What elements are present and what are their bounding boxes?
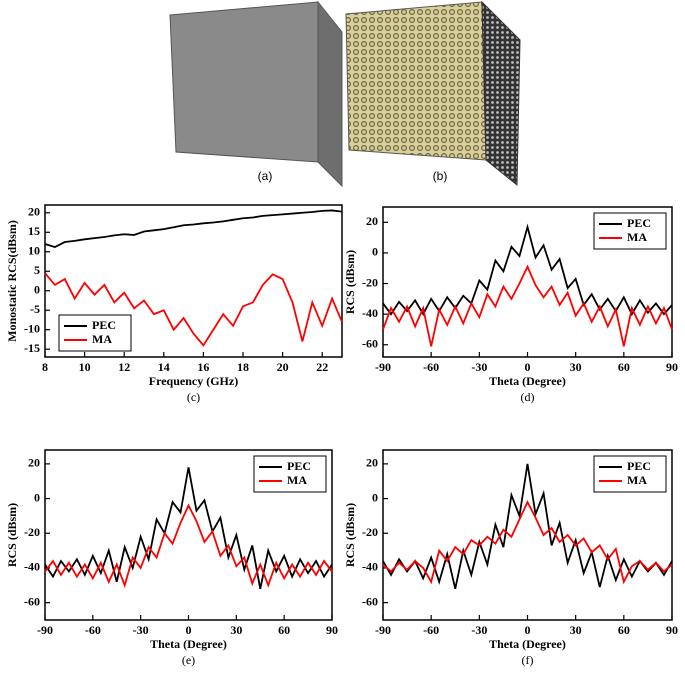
y-tick-label: -20 [362,275,378,289]
legend-box [593,455,667,493]
x-tick-label: -90 [37,623,53,637]
legend-label: PEC [287,459,311,473]
legend-label: MA [627,230,647,244]
x-tick-label: 30 [230,623,242,637]
x-tick-label: 16 [197,360,209,374]
chart: -90 -60 -30 0 30 60 90 -60 -40 -20 0 20 Theta (Degre… [5,449,338,667]
y-tick-label: 20 [28,205,40,219]
y-tick-label: 15 [28,224,40,238]
y-tick-label: -60 [362,337,378,351]
legend-label: MA [627,473,647,487]
y-tick-label: 20 [366,456,378,470]
x-tick-label: 60 [618,623,630,637]
series-line [382,499,673,585]
y-tick-label: 5 [34,263,40,277]
x-tick-label: -30 [471,360,487,374]
model-ma [345,0,521,187]
y-axis-title: RCS (dBsm) [343,503,357,567]
x-tick-label: 90 [326,623,338,637]
y-tick-label: -40 [362,560,378,574]
x-axis-title: Theta (Degree) [489,374,566,388]
y-axis-title: RCS (dBsm) [5,503,19,567]
caption: (c) [187,390,200,404]
x-tick-label: -30 [471,623,487,637]
y-tick-label: -5 [30,302,40,316]
y-tick-label: -15 [24,341,40,355]
legend-label: PEC [627,216,651,230]
x-tick-label: 60 [618,360,630,374]
y-tick-label: -60 [24,594,40,608]
series-line [382,264,673,347]
model-pec [169,0,343,188]
y-axis-title: RCS (dBsm) [343,250,357,314]
plot-frame [44,204,343,358]
x-tick-label: 0 [525,360,531,374]
chart: -90 -60 -30 0 30 60 90 -60 -40 -20 0 20 Theta (Degre… [343,449,678,667]
series-line [382,463,673,589]
y-axis-title: Monostatic RCS(dBsm) [5,220,19,342]
series-line [44,272,343,347]
x-tick-label: -90 [375,360,391,374]
x-tick-label: 12 [118,360,130,374]
x-axis-title: Theta (Degree) [489,637,566,651]
y-tick-label: 0 [34,282,40,296]
y-tick-label: 10 [28,244,40,258]
x-tick-label: 18 [237,360,249,374]
x-tick-label: 0 [525,623,531,637]
chart: 8 10 12 14 16 18 20 22 -15 -10 -5 0 5 10 15 20 Frequency… [5,204,343,404]
caption: (f) [522,653,534,667]
x-tick-label: 90 [666,623,678,637]
caption: (e) [182,653,195,667]
legend-label: MA [287,473,307,487]
x-tick-label: -60 [423,360,439,374]
x-tick-label: 14 [158,360,170,374]
x-tick-label: -60 [423,623,439,637]
y-tick-label: -20 [362,525,378,539]
x-tick-label: 30 [570,623,582,637]
x-tick-label: 30 [570,360,582,374]
legend-label: MA [92,332,112,346]
x-tick-label: -90 [375,623,391,637]
panel-label: (a) [258,169,273,183]
y-tick-label: -10 [24,321,40,335]
y-tick-label: -40 [24,560,40,574]
x-tick-label: -60 [85,623,101,637]
legend-label: PEC [92,318,116,332]
x-axis-title: Theta (Degree) [150,637,227,651]
panel-label: (b) [433,169,448,183]
x-tick-label: 60 [278,623,290,637]
y-tick-label: -20 [24,525,40,539]
x-tick-label: 10 [79,360,91,374]
x-tick-label: 0 [186,623,192,637]
series-line [44,209,343,249]
series-line [382,223,673,317]
x-axis-title: Frequency (GHz) [149,374,238,388]
legend-box [58,314,132,352]
y-tick-label: 0 [372,490,378,504]
x-tick-label: -30 [133,623,149,637]
x-tick-label: 90 [666,360,678,374]
y-tick-label: 20 [366,214,378,228]
series-line [44,467,333,589]
chart: -90 -60 -30 0 30 60 90 -60 -40 -20 0 20 Theta (Degre… [343,206,678,404]
legend-box [593,212,667,250]
y-tick-label: -40 [362,306,378,320]
y-tick-label: 0 [34,490,40,504]
y-tick-label: 0 [372,245,378,259]
legend-box [253,455,327,493]
y-tick-label: 20 [28,456,40,470]
series-line [44,503,333,589]
y-tick-label: -60 [362,594,378,608]
x-tick-label: 8 [42,360,48,374]
x-tick-label: 22 [316,360,328,374]
legend-label: PEC [627,459,651,473]
x-tick-label: 20 [277,360,289,374]
caption: (d) [521,390,535,404]
